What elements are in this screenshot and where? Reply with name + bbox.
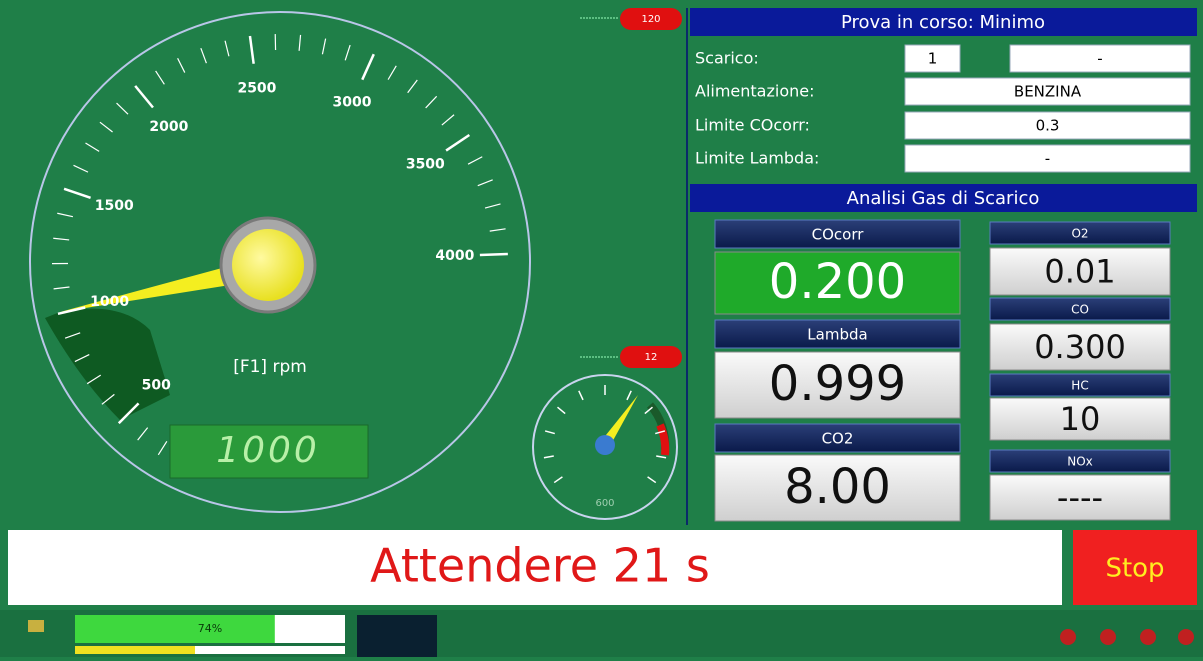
- major-tick: [480, 254, 508, 255]
- cell-value: 0.999: [769, 356, 906, 412]
- gauge-label: 3000: [332, 94, 371, 110]
- led: [1100, 629, 1116, 645]
- panel-title: Analisi Gas di Scarico: [847, 188, 1040, 209]
- gauge-label: 4000: [435, 248, 474, 264]
- panel-title: Prova in corso: Minimo: [841, 12, 1045, 33]
- cell-value: 8.00: [784, 459, 891, 515]
- progress-label: 74%: [198, 622, 222, 635]
- progress-fill-2: [75, 646, 195, 654]
- row-label: Limite COcorr:: [695, 116, 810, 135]
- gauge-label: 3500: [406, 157, 445, 173]
- message: Attendere 21 s: [370, 539, 710, 593]
- led: [1140, 629, 1156, 645]
- row-value: 0.3: [1036, 117, 1060, 135]
- row-value: -: [1097, 50, 1102, 68]
- row-label: Scarico:: [695, 49, 759, 68]
- cell-label: NOx: [1067, 455, 1093, 469]
- gauge-label: 500: [142, 378, 171, 394]
- row-value: 1: [928, 50, 938, 68]
- screen: [F1] rpm 1000 500 1000 1500 2000 2500 3000 350…: [0, 0, 1203, 657]
- status-icon: [28, 620, 44, 632]
- cell-value: 0.300: [1034, 328, 1126, 366]
- cell-value: 0.200: [769, 254, 906, 310]
- badge-text: 12: [645, 352, 658, 363]
- cell-label: O2: [1071, 227, 1088, 241]
- gauge-label: 1000: [90, 294, 129, 310]
- gauge-label: 2500: [237, 81, 276, 97]
- gauge-hub: [232, 229, 304, 301]
- row-value: BENZINA: [1014, 83, 1082, 101]
- gauge-unit: [F1] rpm: [233, 357, 307, 377]
- status-box: [357, 615, 437, 657]
- cell-label: COcorr: [812, 226, 865, 244]
- row-value: -: [1045, 150, 1050, 168]
- cell-label: Lambda: [807, 326, 867, 344]
- row-label: Limite Lambda:: [695, 149, 819, 168]
- gas-cells: COcorr 0.200 Lambda 0.999 CO2 8.00 O2 0.01 CO 0.3…: [715, 220, 1170, 521]
- badge-text: 120: [641, 14, 660, 25]
- cell-label: CO: [1071, 303, 1089, 317]
- led: [1178, 629, 1194, 645]
- gauge-label: 2000: [149, 119, 188, 135]
- small-gauge-display: 600: [595, 498, 614, 509]
- rpm-display-value: 1000: [216, 430, 320, 471]
- cell-value: 10: [1060, 400, 1101, 438]
- cell-value: 0.01: [1044, 253, 1115, 291]
- cell-label: CO2: [822, 430, 854, 448]
- gauge-label: 1500: [95, 198, 134, 214]
- small-gauge-hub: [595, 435, 615, 455]
- progress-fill: [75, 615, 275, 643]
- cell-value: ----: [1057, 479, 1103, 517]
- led: [1060, 629, 1076, 645]
- small-gauge: 600: [533, 375, 677, 519]
- stop-label[interactable]: Stop: [1105, 554, 1164, 584]
- cell-label: HC: [1071, 379, 1088, 393]
- app: [F1] rpm 1000 500 1000 1500 2000 2500 3000 350…: [0, 0, 1203, 657]
- row-label: Alimentazione:: [695, 82, 815, 101]
